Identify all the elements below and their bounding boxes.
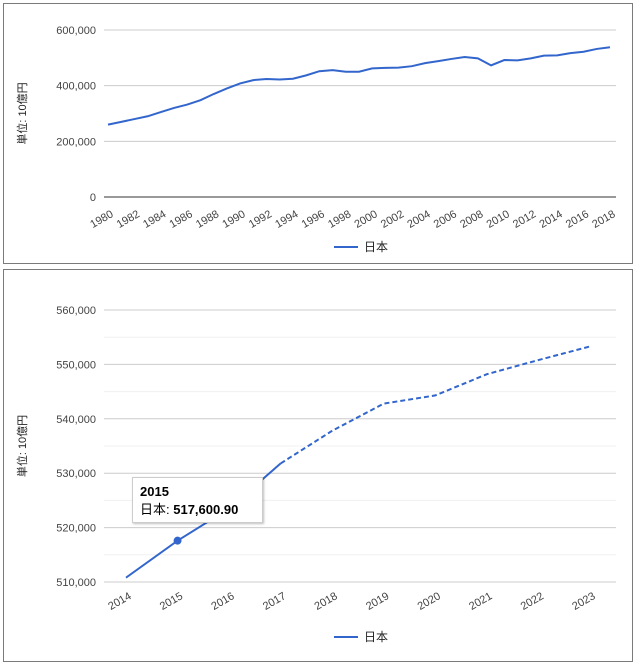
series-projection-line bbox=[280, 345, 591, 465]
y-tick-label: 400,000 bbox=[56, 81, 96, 93]
tooltip-value: 517,600.90 bbox=[173, 502, 239, 517]
x-tick-label: 1990 bbox=[220, 208, 247, 231]
x-tick-label: 2006 bbox=[432, 208, 459, 231]
y-tick-label: 0 bbox=[90, 192, 96, 204]
chart2-svg: 510,000 520,000 530,000 540,000 550,000 560,0… bbox=[15, 305, 616, 644]
y-tick-label: 510,000 bbox=[56, 577, 96, 589]
x-tick-label: 2000 bbox=[353, 208, 380, 231]
y-tick-label: 560,000 bbox=[56, 305, 96, 317]
x-tick-label: 2018 bbox=[590, 208, 617, 231]
tooltip-body: 日本: 517,600.90 bbox=[140, 501, 255, 519]
y-tick-label: 530,000 bbox=[56, 468, 96, 480]
y-axis-label: 単位: 10億円 bbox=[15, 415, 29, 477]
gdp-chart-2014-2023: 510,000 520,000 530,000 540,000 550,000 560,0… bbox=[3, 269, 633, 662]
y-tick-label: 600,000 bbox=[56, 25, 96, 37]
x-tick-label: 1984 bbox=[141, 208, 168, 231]
y-tick-label: 200,000 bbox=[56, 136, 96, 148]
series-line-1 bbox=[107, 46, 611, 126]
chart-tooltip: 2015 日本: 517,600.90 bbox=[132, 477, 263, 523]
x-tick-label: 1996 bbox=[300, 208, 327, 231]
x-tick-label: 2016 bbox=[564, 208, 591, 231]
x-tick-label: 2019 bbox=[364, 590, 391, 613]
highlighted-point bbox=[173, 536, 182, 545]
x-tick-label: 2023 bbox=[570, 590, 597, 613]
legend-label: 日本 bbox=[364, 630, 388, 644]
x-tick-label: 1994 bbox=[273, 208, 300, 231]
x-tick-label: 1988 bbox=[194, 208, 221, 231]
legend-label: 日本 bbox=[364, 240, 388, 254]
x-tick-label: 2017 bbox=[261, 590, 288, 613]
x-tick-label: 2015 bbox=[158, 590, 185, 613]
x-tick-label: 1980 bbox=[88, 208, 115, 231]
x-tick-label: 2021 bbox=[467, 590, 494, 613]
x-tick-label: 2014 bbox=[537, 208, 564, 231]
x-tick-label: 2002 bbox=[379, 208, 406, 231]
x-tick-label: 2022 bbox=[519, 590, 546, 613]
x-tick-label: 1982 bbox=[115, 208, 142, 231]
x-tick-label: 2012 bbox=[511, 208, 538, 231]
y-tick-label: 540,000 bbox=[56, 414, 96, 426]
gdp-chart-1980-2018: 0 200,000 400,000 600,000 単位: 10億円 1980 1982 19… bbox=[3, 3, 633, 264]
x-tick-label: 2016 bbox=[209, 590, 236, 613]
x-tick-label: 1992 bbox=[247, 208, 274, 231]
y-tick-label: 520,000 bbox=[56, 523, 96, 535]
x-tick-label: 2014 bbox=[106, 590, 133, 613]
x-tick-label: 1998 bbox=[326, 208, 353, 231]
x-tick-label: 2004 bbox=[405, 208, 432, 231]
x-tick-label: 2020 bbox=[416, 590, 443, 613]
y-tick-label: 550,000 bbox=[56, 359, 96, 371]
tooltip-title: 2015 bbox=[140, 484, 169, 499]
tooltip-label: 日本: bbox=[140, 502, 174, 517]
y-axis-label: 単位: 10億円 bbox=[15, 82, 29, 144]
x-tick-label: 2010 bbox=[485, 208, 512, 231]
x-tick-label: 2008 bbox=[458, 208, 485, 231]
x-tick-label: 2018 bbox=[313, 590, 340, 613]
x-tick-label: 1986 bbox=[168, 208, 195, 231]
